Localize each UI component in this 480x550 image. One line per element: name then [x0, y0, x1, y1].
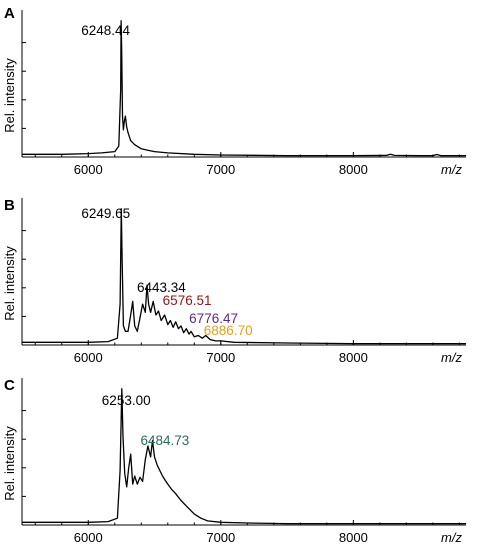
- panel-a: A Rel. intensity 6000 7000 8000 m/z 6248.44: [2, 5, 466, 177]
- panel-c: C Rel. intensity 6000 7000 8000 m/z 6253.00 648…: [2, 377, 466, 545]
- x-tick-label: 7000: [206, 162, 235, 177]
- peak-label: 6484.73: [141, 433, 190, 448]
- spectrum-line: [22, 20, 466, 157]
- x-tick-label: 7000: [206, 530, 235, 545]
- x-tick-label: 8000: [339, 162, 368, 177]
- x-tick-label: 6000: [74, 162, 103, 177]
- peak-label: 6776.47: [189, 311, 238, 326]
- y-axis-label: Rel. intensity: [2, 246, 17, 321]
- spectrum-line: [22, 388, 466, 525]
- y-axis-label: Rel. intensity: [2, 58, 17, 133]
- spectrum-line: [22, 208, 466, 345]
- peak-label: 6249.65: [81, 206, 130, 221]
- x-axis-unit: m/z: [441, 162, 462, 177]
- x-axis-unit: m/z: [441, 530, 462, 545]
- peak-label: 6576.51: [163, 293, 212, 308]
- peak-label: 6253.00: [102, 393, 151, 408]
- x-tick-label: 6000: [74, 530, 103, 545]
- x-tick-label: 8000: [339, 530, 368, 545]
- panel-letter-b: B: [4, 197, 15, 214]
- panel-letter-c: C: [4, 377, 15, 394]
- peak-label: 6443.34: [137, 280, 186, 295]
- x-tick-label: 8000: [339, 350, 368, 365]
- peak-label: 6886.70: [204, 323, 253, 338]
- x-tick-label: 7000: [206, 350, 235, 365]
- y-axis-label: Rel. intensity: [2, 426, 17, 501]
- x-tick-label: 6000: [74, 350, 103, 365]
- panel-letter-a: A: [4, 5, 15, 22]
- x-axis-unit: m/z: [441, 350, 462, 365]
- panel-b: B Rel. intensity 6000 7000 8000 m/z 6249.65 644…: [2, 197, 466, 365]
- peak-label: 6248.44: [81, 23, 130, 38]
